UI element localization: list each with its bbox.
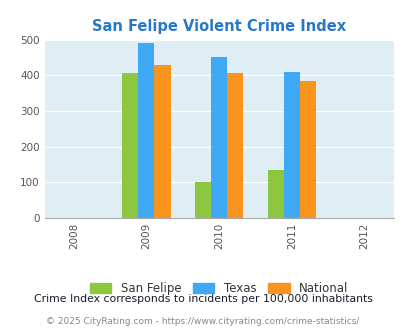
Bar <box>138 43 154 218</box>
Bar <box>154 65 170 218</box>
Title: San Felipe Violent Crime Index: San Felipe Violent Crime Index <box>92 19 345 34</box>
Bar <box>299 81 315 218</box>
Text: Crime Index corresponds to incidents per 100,000 inhabitants: Crime Index corresponds to incidents per… <box>34 294 371 304</box>
Bar <box>227 74 243 218</box>
Bar <box>283 72 299 218</box>
Bar <box>211 57 227 218</box>
Bar <box>267 170 283 218</box>
Bar <box>122 74 138 218</box>
Bar <box>195 182 211 218</box>
Text: © 2025 CityRating.com - https://www.cityrating.com/crime-statistics/: © 2025 CityRating.com - https://www.city… <box>46 317 359 326</box>
Legend: San Felipe, Texas, National: San Felipe, Texas, National <box>85 277 352 300</box>
